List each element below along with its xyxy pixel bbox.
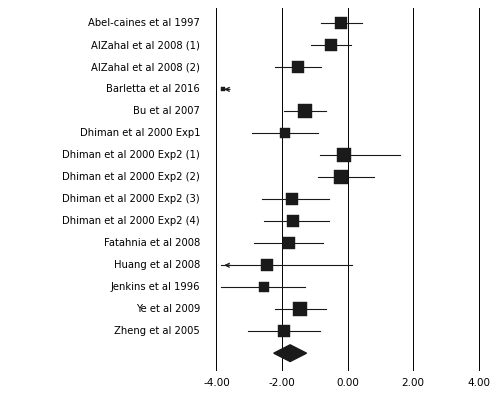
- Polygon shape: [274, 345, 306, 361]
- Text: Dhiman et al 2000 Exp2 (2): Dhiman et al 2000 Exp2 (2): [62, 172, 200, 182]
- Text: Huang et al 2008: Huang et al 2008: [114, 260, 200, 270]
- Text: Dhiman et al 2000 Exp2 (3): Dhiman et al 2000 Exp2 (3): [62, 194, 200, 204]
- Text: Dhiman et al 2000 Exp2 (1): Dhiman et al 2000 Exp2 (1): [62, 150, 200, 160]
- Text: Abel-caines et al 1997: Abel-caines et al 1997: [88, 19, 200, 29]
- Text: Jenkins et al 1996: Jenkins et al 1996: [110, 282, 200, 292]
- Text: AlZahal et al 2008 (1): AlZahal et al 2008 (1): [91, 40, 200, 50]
- Text: Dhiman et al 2000 Exp2 (4): Dhiman et al 2000 Exp2 (4): [62, 216, 200, 226]
- Text: Zheng et al 2005: Zheng et al 2005: [114, 326, 200, 336]
- Text: AlZahal et al 2008 (2): AlZahal et al 2008 (2): [91, 62, 200, 73]
- Text: Ye et al 2009: Ye et al 2009: [136, 304, 200, 314]
- Text: Bu et al 2007: Bu et al 2007: [133, 106, 200, 116]
- Text: Fatahnia et al 2008: Fatahnia et al 2008: [104, 238, 200, 248]
- Text: Barletta et al 2016: Barletta et al 2016: [106, 84, 200, 94]
- Text: Dhiman et al 2000 Exp1: Dhiman et al 2000 Exp1: [80, 129, 200, 138]
